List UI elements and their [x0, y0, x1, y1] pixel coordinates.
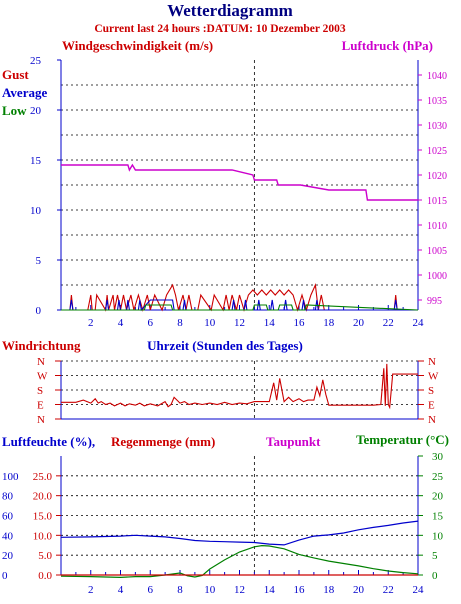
direction-right-label: N: [428, 414, 436, 426]
humidity-title: Luftfeuchte (%),: [2, 434, 95, 449]
diagram-title: Wetterdiagramm: [167, 1, 293, 20]
humidity-temperature-chart: 0 5 10 15 20 25 30 0.0 5.0 10.0 15.0 20.0 25.0 0 20 40 6…: [2, 451, 444, 596]
rain-y-tick-label: 10.0: [33, 530, 53, 542]
humidity-x-tick-label: 16: [294, 584, 306, 596]
temperature-y-tick-label: 10: [432, 530, 444, 542]
pressure-y-tick-label: 1010: [427, 221, 447, 232]
temperature-y-tick-label: 5: [432, 550, 438, 562]
direction-left-label: E: [37, 400, 44, 412]
time-axis-title: Uhrzeit (Stunden des Tages): [147, 338, 303, 353]
rain-y-tick-label: 5.0: [38, 550, 52, 562]
wind-direction-chart: N NW WS SE EN N: [37, 356, 439, 426]
humidity-x-tick-label: 22: [383, 584, 394, 596]
series-wind-direction: [61, 363, 418, 410]
wind-x-tick-label: 16: [294, 317, 306, 329]
humidity-y-tick-label: 0: [2, 570, 8, 582]
humidity-x-tick-label: 14: [264, 584, 276, 596]
rain-y-tick-label: 20.0: [33, 491, 53, 503]
direction-right-label: S: [428, 385, 434, 397]
pressure-y-tick-label: 1000: [427, 271, 447, 282]
series-average: [61, 299, 418, 312]
wind-y-tick-label: 25: [30, 55, 42, 67]
direction-left-label: W: [37, 371, 48, 383]
wind-x-tick-label: 18: [323, 317, 335, 329]
humidity-x-tick-label: 20: [353, 584, 365, 596]
humidity-x-tick-label: 2: [88, 584, 94, 596]
temperature-y-tick-label: 15: [432, 511, 444, 523]
rain-y-tick-label: 25.0: [33, 471, 53, 483]
wind-x-tick-label: 22: [383, 317, 394, 329]
wind-direction-title: Windrichtung: [2, 338, 81, 353]
humidity-x-tick-label: 4: [118, 584, 124, 596]
humidity-y-tick-label: 60: [2, 511, 14, 523]
wind-y-tick-label: 5: [36, 255, 42, 267]
humidity-x-tick-label: 24: [413, 584, 425, 596]
legend-average: Average: [2, 85, 47, 100]
humidity-y-tick-label: 20: [2, 550, 14, 562]
diagram-subtitle: Current last 24 hours :DATUM: 10 Dezembe…: [94, 23, 346, 35]
rain-title: Regenmenge (mm): [111, 434, 215, 449]
humidity-y-tick-label: 40: [2, 530, 14, 542]
pressure-y-tick-label: 1005: [427, 246, 447, 257]
wind-x-tick-label: 12: [234, 317, 245, 329]
humidity-x-tick-label: 8: [177, 584, 183, 596]
wind-y-tick-label: 0: [36, 305, 42, 317]
pressure-y-tick-label: 1025: [427, 146, 447, 157]
direction-right-label: N: [428, 356, 436, 368]
wind-y-tick-label: 10: [30, 205, 42, 217]
temperature-y-tick-label: 25: [432, 471, 444, 483]
pressure-title: Luftdruck (hPa): [342, 38, 433, 53]
series-temperatur: [60, 544, 419, 579]
pressure-y-tick-label: 1020: [427, 171, 447, 182]
direction-right-label: W: [428, 371, 439, 383]
temperature-y-tick-label: 30: [432, 451, 444, 463]
pressure-y-tick-label: 995: [427, 296, 442, 307]
wind-x-tick-label: 2: [88, 317, 94, 329]
rain-y-tick-label: 15.0: [33, 511, 53, 523]
series-luftdruck: [61, 163, 418, 201]
wind-pressure-chart: 0510152025995100010051010101510201025103…: [30, 55, 447, 329]
humidity-y-tick-label: 80: [2, 491, 14, 503]
wind-y-tick-label: 15: [30, 155, 42, 167]
direction-right-label: E: [428, 400, 435, 412]
wind-x-tick-label: 4: [118, 317, 124, 329]
legend-gust: Gust: [2, 67, 29, 82]
wind-x-tick-label: 24: [413, 317, 425, 329]
wind-x-tick-label: 8: [177, 317, 183, 329]
humidity-y-tick-label: 100: [2, 471, 19, 483]
wind-x-tick-label: 10: [204, 317, 216, 329]
humidity-x-tick-label: 12: [234, 584, 245, 596]
temperature-title: Temperatur (°C): [356, 432, 449, 447]
pressure-y-tick-label: 1030: [427, 121, 447, 132]
wind-x-tick-label: 14: [264, 317, 276, 329]
direction-left-label: S: [37, 385, 43, 397]
legend-low: Low: [2, 103, 27, 118]
rain-y-tick-label: 0.0: [38, 570, 52, 582]
wind-x-tick-label: 20: [353, 317, 365, 329]
series-low: [61, 304, 419, 311]
humidity-x-tick-label: 10: [204, 584, 216, 596]
pressure-y-tick-label: 1035: [427, 96, 447, 107]
pressure-y-tick-label: 1040: [427, 71, 447, 82]
direction-left-label: N: [37, 414, 45, 426]
humidity-x-tick-label: 6: [148, 584, 154, 596]
humidity-x-tick-label: 18: [323, 584, 335, 596]
pressure-y-tick-label: 1015: [427, 196, 447, 207]
dewpoint-title: Taupunkt: [266, 434, 321, 449]
wind-y-tick-label: 20: [30, 105, 42, 117]
temperature-y-tick-label: 0: [432, 570, 438, 582]
wind-speed-title: Windgeschwindigkeit (m/s): [62, 38, 213, 53]
series-luftfeuchte: [60, 520, 419, 546]
direction-left-label: N: [37, 356, 45, 368]
temperature-y-tick-label: 20: [432, 491, 444, 503]
wind-x-tick-label: 6: [148, 317, 154, 329]
